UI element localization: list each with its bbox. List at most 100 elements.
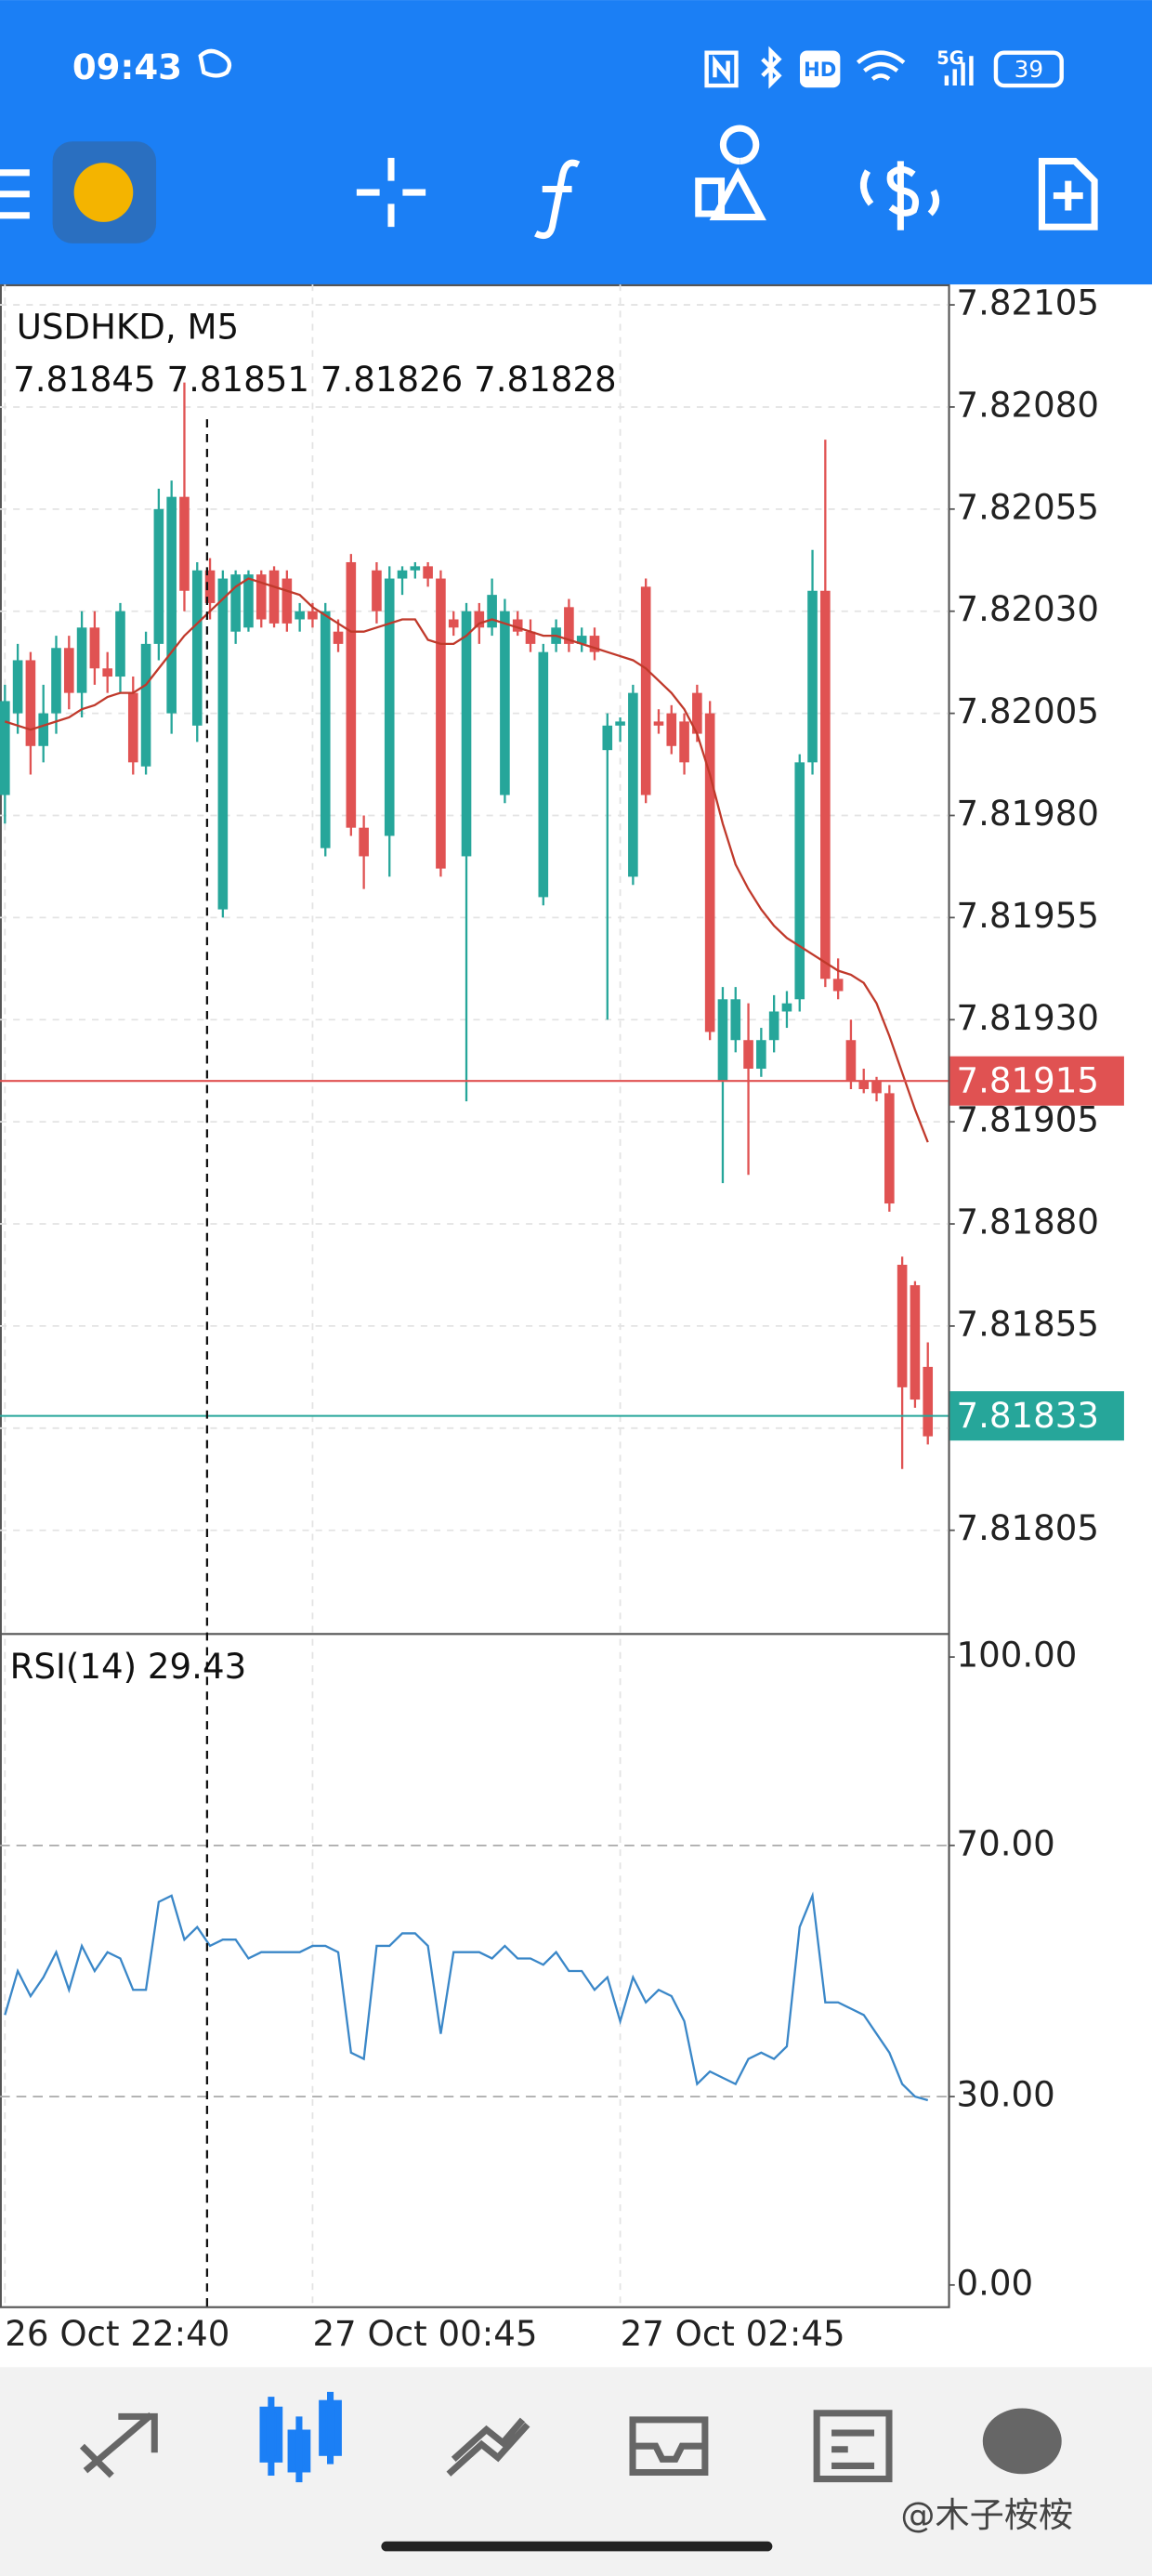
y-tick-label: 7.82005 — [957, 691, 1100, 731]
candle-body — [397, 570, 408, 579]
candle-body — [653, 721, 664, 726]
app-bar — [0, 0, 1152, 285]
candle-body — [461, 611, 472, 857]
wechat-icon — [198, 48, 232, 78]
candle-body — [127, 692, 138, 763]
battery-level: 39 — [1015, 56, 1044, 83]
plot-layer: 7.82105 7.82080 7.82055 7.82030 7.82005 7.819… — [0, 283, 1124, 2354]
candle-body — [858, 1081, 870, 1089]
bluetooth-icon — [761, 46, 782, 89]
objects-button[interactable] — [695, 125, 766, 221]
candle-body — [448, 619, 459, 628]
home-indicator — [381, 2541, 773, 2552]
candle-body — [295, 611, 305, 620]
candle-body — [268, 570, 280, 624]
candle-body — [807, 590, 818, 763]
candle-body — [333, 631, 344, 644]
x-tick-label: 27 Oct 00:45 — [312, 2314, 537, 2354]
candle-body — [487, 595, 497, 628]
candle-body — [89, 627, 100, 669]
wifi-icon — [856, 50, 906, 81]
hd-badge — [800, 50, 841, 88]
nav-chat[interactable] — [982, 2408, 1062, 2475]
watermark: @木子桉桉 — [900, 2495, 1073, 2535]
y-tick-label: 7.81855 — [957, 1304, 1100, 1344]
candle-body — [153, 508, 164, 644]
candle-body — [679, 721, 689, 763]
nav-chart[interactable] — [259, 2391, 342, 2483]
price-label-box — [949, 1056, 1124, 1106]
candle-body — [832, 979, 844, 992]
x-tick-label: 26 Oct 22:40 — [5, 2314, 229, 2354]
candle-body — [730, 999, 741, 1041]
bottom-nav — [0, 2367, 1152, 2576]
candle-body — [525, 631, 536, 644]
trade-button[interactable] — [859, 161, 940, 230]
candle-body — [281, 578, 293, 624]
nav-history[interactable] — [629, 2416, 709, 2477]
candle-body — [12, 660, 23, 714]
candle-body — [243, 574, 254, 628]
chart-frame — [0, 283, 950, 2308]
candle-body — [512, 619, 523, 632]
nav-quotes[interactable] — [79, 2412, 158, 2478]
candle-body — [845, 1040, 857, 1082]
candle-body — [217, 578, 229, 910]
candle-body — [576, 636, 587, 644]
candle-body — [102, 668, 112, 677]
y-tick-label: 30.00 — [957, 2075, 1055, 2115]
nfc-icon — [704, 50, 739, 88]
y-tick-label: 0.00 — [957, 2263, 1034, 2303]
toolbar — [0, 125, 1098, 243]
y-tick-label: 7.81880 — [957, 1203, 1100, 1242]
candle-body — [768, 1011, 779, 1041]
candle-body — [166, 496, 177, 714]
y-tick-label: 7.82105 — [957, 283, 1100, 323]
crosshair-button[interactable] — [356, 157, 426, 228]
nav-news[interactable] — [813, 2410, 893, 2483]
candle-body — [384, 578, 395, 836]
rsi-line — [4, 1891, 929, 2102]
candle-body — [359, 827, 369, 857]
candle-body — [717, 999, 728, 1082]
candle-body — [372, 570, 382, 611]
status-time: 09:43 — [72, 47, 182, 87]
candle-body — [589, 636, 600, 652]
candle-body — [666, 713, 677, 746]
candle-body — [140, 643, 151, 767]
candle-body — [51, 648, 61, 714]
candle-body — [781, 1003, 792, 1012]
x-tick-label: 27 Oct 02:45 — [621, 2314, 845, 2354]
candle-body — [538, 651, 549, 898]
y-tick-label: 70.00 — [957, 1823, 1055, 1863]
price-label-box — [949, 1391, 1124, 1441]
candle-body — [692, 692, 702, 734]
candle-body — [63, 648, 74, 693]
nav-trade[interactable] — [446, 2417, 530, 2477]
hd-label: HD — [804, 59, 836, 82]
candle-body — [615, 721, 625, 726]
candle-body — [500, 611, 510, 795]
candle-body — [474, 611, 485, 628]
candle-body — [204, 570, 216, 603]
candle-body — [884, 1093, 895, 1204]
chart-title: USDHKD, M5 — [17, 307, 239, 347]
chart-title: RSI(14) 29.43 — [10, 1647, 247, 1687]
candle-body — [602, 725, 613, 751]
new-order-button[interactable] — [1038, 157, 1098, 230]
y-tick-label: 7.82055 — [957, 487, 1100, 527]
candle-body — [410, 566, 421, 571]
candle-body — [320, 611, 331, 848]
candle-body — [897, 1264, 908, 1387]
candle-body — [0, 701, 10, 795]
menu-button[interactable] — [0, 169, 30, 219]
battery-icon — [993, 50, 1064, 88]
price-label: 7.81833 — [957, 1396, 1100, 1436]
indicators-button[interactable] — [534, 159, 581, 240]
y-tick-label: 7.82030 — [957, 589, 1100, 629]
candle-body — [923, 1366, 934, 1437]
y-tick-label: 7.82080 — [957, 385, 1100, 425]
y-tick-label: 7.81805 — [957, 1508, 1100, 1548]
network-label: 5G — [936, 47, 963, 69]
